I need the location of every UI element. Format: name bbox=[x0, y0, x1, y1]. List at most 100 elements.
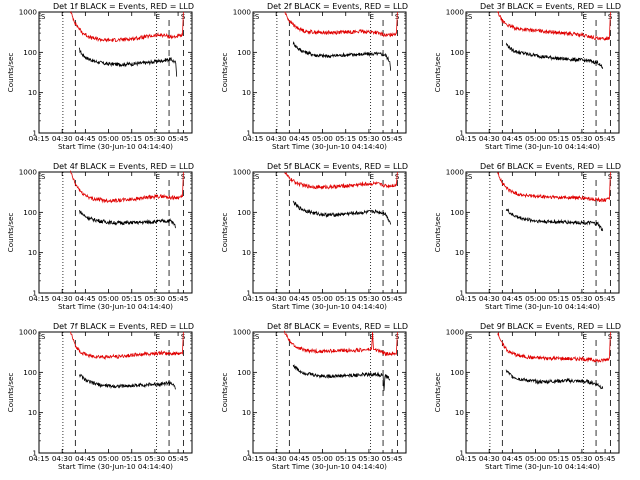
x-tick-label: 05:30 bbox=[572, 454, 593, 463]
x-tick-label: 04:45 bbox=[75, 454, 96, 463]
plot-frame bbox=[38, 331, 193, 454]
x-tick-label: 05:45 bbox=[168, 134, 189, 143]
y-tick-label: 10 bbox=[242, 248, 252, 257]
interval-marker-e: E bbox=[583, 333, 587, 341]
panel-title: Det 2f BLACK = Events, RED = LLD bbox=[267, 2, 408, 11]
x-tick-label: 05:30 bbox=[145, 134, 166, 143]
y-axis-label: Counts/sec bbox=[6, 373, 15, 413]
x-tick-label: 05:00 bbox=[98, 134, 119, 143]
interval-marker-s: S bbox=[468, 173, 473, 181]
interval-marker-e: E bbox=[156, 333, 160, 341]
interval-marker-e: E bbox=[370, 13, 374, 21]
x-tick-label: 05:15 bbox=[335, 294, 356, 303]
series-lld bbox=[70, 331, 184, 361]
x-tick-label: 05:30 bbox=[359, 134, 380, 143]
y-axis-label: Counts/sec bbox=[220, 53, 229, 93]
x-tick-label: 04:30 bbox=[52, 134, 73, 143]
x-tick-label: 05:45 bbox=[595, 454, 616, 463]
y-tick-label: 1 bbox=[32, 129, 37, 138]
panel-title: Det 8f BLACK = Events, RED = LLD bbox=[267, 322, 408, 331]
x-tick-label: 05:15 bbox=[548, 134, 569, 143]
x-tick-label: 05:45 bbox=[168, 294, 189, 303]
series-lld bbox=[284, 171, 398, 190]
x-tick-label: 05:15 bbox=[335, 454, 356, 463]
y-axis-label: Counts/sec bbox=[433, 53, 442, 93]
y-tick-label: 1 bbox=[459, 449, 464, 458]
x-axis-label: Start Time (30-Jun-10 04:14:40) bbox=[58, 462, 173, 471]
y-tick-label: 10 bbox=[455, 248, 465, 257]
y-tick-label: 100 bbox=[237, 208, 251, 217]
x-axis-label: Start Time (30-Jun-10 04:14:40) bbox=[58, 142, 173, 151]
y-tick-label: 10 bbox=[242, 88, 252, 97]
x-tick-label: 04:30 bbox=[479, 294, 500, 303]
y-tick-label: 1000 bbox=[233, 328, 252, 337]
series-lld bbox=[284, 11, 398, 38]
interval-marker-e: E bbox=[370, 173, 374, 181]
x-tick-label: 05:15 bbox=[121, 294, 142, 303]
x-tick-label: 04:15 bbox=[29, 134, 50, 143]
x-tick-label: 05:15 bbox=[548, 454, 569, 463]
series-events bbox=[292, 200, 392, 225]
x-tick-label: 05:45 bbox=[595, 294, 616, 303]
x-tick-label: 04:15 bbox=[456, 454, 477, 463]
interval-marker-s: S bbox=[468, 333, 473, 341]
panel-title: Det 5f BLACK = Events, RED = LLD bbox=[267, 162, 408, 171]
x-tick-label: 04:45 bbox=[289, 454, 310, 463]
series-events bbox=[78, 47, 178, 77]
series-lld bbox=[70, 10, 184, 43]
x-tick-label: 05:30 bbox=[572, 294, 593, 303]
y-tick-label: 1000 bbox=[19, 328, 38, 337]
x-axis-label: Start Time (30-Jun-10 04:14:40) bbox=[272, 462, 387, 471]
x-tick-label: 05:00 bbox=[312, 294, 333, 303]
panel-title: Det 3f BLACK = Events, RED = LLD bbox=[480, 2, 621, 11]
panel-det-1f: Det 1f BLACK = Events, RED = LLD 1 10 100 10… bbox=[6, 2, 194, 151]
plot-frame bbox=[252, 171, 407, 294]
interval-marker-s: S bbox=[41, 173, 46, 181]
interval-marker-s: S bbox=[255, 173, 260, 181]
y-tick-label: 100 bbox=[23, 368, 37, 377]
x-tick-label: 05:45 bbox=[382, 294, 403, 303]
series-lld bbox=[284, 330, 398, 357]
panel-det-3f: Det 3f BLACK = Events, RED = LLD 1 10 100 10… bbox=[433, 2, 621, 151]
y-tick-label: 1000 bbox=[446, 8, 465, 17]
x-tick-label: 05:00 bbox=[525, 134, 546, 143]
series-events bbox=[505, 42, 604, 69]
x-tick-label: 05:00 bbox=[312, 134, 333, 143]
x-tick-label: 05:30 bbox=[145, 294, 166, 303]
x-tick-label: 05:00 bbox=[98, 454, 119, 463]
plot-frame bbox=[252, 331, 407, 454]
panel-det-7f: Det 7f BLACK = Events, RED = LLD 1 10 100 10… bbox=[6, 322, 194, 471]
plot-frame bbox=[252, 11, 407, 134]
y-tick-label: 10 bbox=[242, 408, 252, 417]
x-axis-label: Start Time (30-Jun-10 04:14:40) bbox=[485, 302, 600, 311]
y-tick-label: 10 bbox=[455, 88, 465, 97]
x-tick-label: 04:45 bbox=[289, 294, 310, 303]
y-tick-label: 1 bbox=[459, 129, 464, 138]
y-tick-label: 100 bbox=[237, 368, 251, 377]
x-tick-label: 04:15 bbox=[243, 134, 264, 143]
y-tick-label: 1000 bbox=[446, 168, 465, 177]
x-tick-label: 04:15 bbox=[456, 294, 477, 303]
panel-det-5f: Det 5f BLACK = Events, RED = LLD 1 10 100 10… bbox=[220, 162, 408, 311]
y-tick-label: 1 bbox=[459, 289, 464, 298]
y-axis-label: Counts/sec bbox=[433, 373, 442, 413]
y-tick-label: 10 bbox=[28, 408, 38, 417]
x-tick-label: 04:30 bbox=[52, 454, 73, 463]
y-tick-label: 1000 bbox=[446, 328, 465, 337]
panel-det-4f: Det 4f BLACK = Events, RED = LLD 1 10 100 10… bbox=[6, 162, 194, 311]
x-tick-label: 04:30 bbox=[266, 294, 287, 303]
x-tick-label: 05:00 bbox=[98, 294, 119, 303]
x-tick-label: 05:15 bbox=[121, 454, 142, 463]
interval-marker-e: E bbox=[583, 173, 587, 181]
y-tick-label: 10 bbox=[28, 248, 38, 257]
y-axis-label: Counts/sec bbox=[220, 373, 229, 413]
x-tick-label: 04:45 bbox=[502, 454, 523, 463]
x-tick-label: 04:45 bbox=[75, 294, 96, 303]
x-tick-label: 04:15 bbox=[29, 454, 50, 463]
y-axis-label: Counts/sec bbox=[220, 213, 229, 253]
x-axis-label: Start Time (30-Jun-10 04:14:40) bbox=[485, 142, 600, 151]
series-events bbox=[292, 363, 391, 391]
interval-marker-s: S bbox=[41, 333, 46, 341]
y-tick-label: 100 bbox=[450, 208, 464, 217]
